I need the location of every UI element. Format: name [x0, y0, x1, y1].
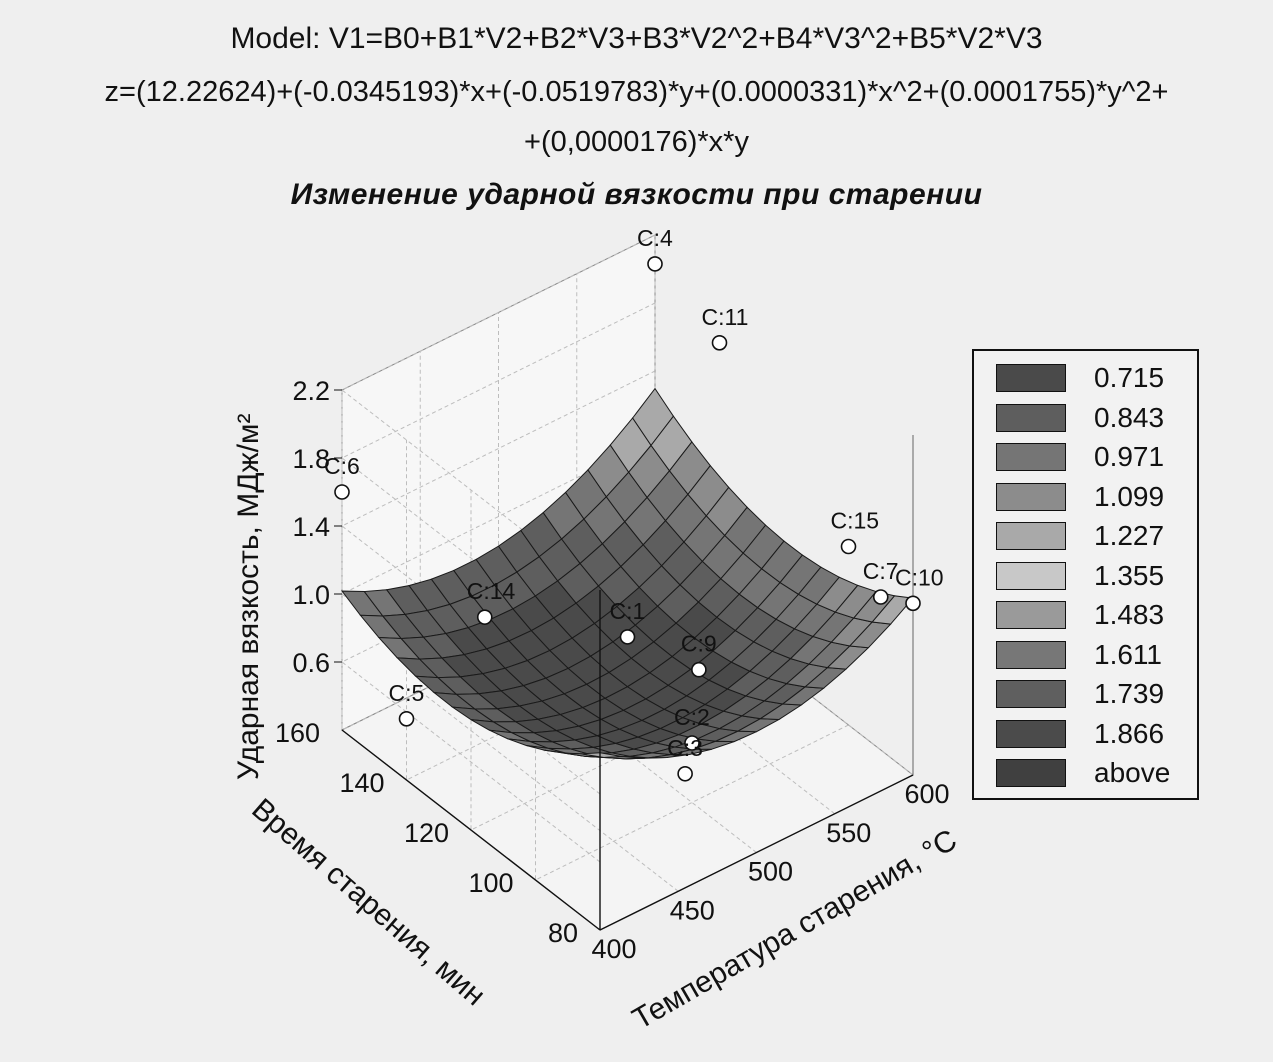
- y-gridline: [341, 390, 656, 731]
- legend-swatch: [996, 719, 1066, 748]
- data-point-label: C:1: [610, 598, 646, 624]
- surface-cell: [871, 595, 914, 625]
- data-point-label: C:5: [389, 680, 425, 706]
- legend-swatch: [996, 364, 1066, 392]
- legend-swatch: [996, 561, 1066, 590]
- z-tick-label: 1.4: [292, 512, 330, 542]
- x-gridline: [498, 312, 757, 853]
- legend-swatch: [996, 482, 1066, 511]
- legend-swatch: [996, 759, 1066, 787]
- data-point-label: C:6: [324, 453, 360, 479]
- data-point: [334, 484, 350, 500]
- z-tick-label: 0.6: [292, 648, 330, 678]
- data-point: [398, 710, 415, 727]
- z-axis-label: Ударная вязкость, МДж/м²: [232, 413, 265, 780]
- legend-entry: 1.866: [996, 717, 1186, 750]
- y-tick-label: 100: [468, 868, 513, 898]
- observed-points: C:4 C:11 C:6 C:15 C:7C:10 C:1 C:14 C:5 C:9 C:2 C:3: [324, 225, 944, 782]
- x-axis-line: [599, 774, 914, 931]
- x-tick-label: 550: [826, 818, 871, 848]
- data-point-label: C:10: [895, 564, 944, 590]
- x-tick-label: 600: [904, 779, 949, 809]
- legend-swatch: [996, 403, 1066, 432]
- x-tick-label: 500: [748, 857, 793, 887]
- legend-entry: above: [996, 757, 1186, 789]
- legend-label: 0.843: [1094, 401, 1165, 433]
- z-tick-label: 1.0: [292, 580, 330, 610]
- y-tick-label: 80: [548, 918, 578, 948]
- legend-entry: 1.739: [996, 678, 1186, 710]
- data-point-label: C:4: [637, 225, 673, 251]
- x-gridline: [654, 235, 914, 776]
- equation-line-2: +(0,0000176)*x*y: [524, 126, 749, 158]
- x-gridline: [576, 273, 836, 815]
- x-tick-label: 400: [591, 934, 636, 964]
- y-tick-label: 160: [275, 718, 320, 748]
- x-gridline: [419, 351, 679, 892]
- data-point: [711, 334, 728, 351]
- data-point: [647, 256, 663, 272]
- y-axis-line: [341, 729, 601, 931]
- legend-label: 1.739: [1094, 678, 1165, 709]
- equation-line-1: z=(12.22624)+(-0.0345193)*x+(-0.0519783)…: [104, 76, 1169, 108]
- legend-entry: 0.843: [996, 401, 1186, 434]
- data-point: [619, 629, 636, 645]
- legend-label: 1.227: [1094, 520, 1165, 551]
- response-surface: [340, 387, 914, 760]
- data-point-label: C:9: [681, 631, 717, 657]
- legend-label: 1.099: [1094, 480, 1165, 512]
- legend-entry: 0.971: [996, 441, 1186, 473]
- z-tick-label: 2.2: [292, 376, 330, 406]
- legend-label: 1.483: [1094, 599, 1165, 630]
- data-point: [691, 661, 707, 678]
- legend-swatch: [996, 680, 1066, 708]
- legend-entry: 1.227: [996, 520, 1186, 552]
- data-point: [677, 765, 693, 782]
- axes-frame: 0.6 1.0 1.4 1.8 2.2 80 100 120 140 160 400 450 500 55…: [275, 376, 950, 964]
- legend-entry: 1.099: [996, 480, 1186, 513]
- data-point-label: C:7: [863, 558, 899, 584]
- data-point: [476, 609, 493, 625]
- model-caption: Model: V1=B0+B1*V2+B2*V3+B3*V2^2+B4*V3^2…: [230, 22, 1043, 55]
- z-tick-label: 1.8: [292, 444, 330, 474]
- data-point-label: C:2: [674, 704, 710, 730]
- chart-title: Изменение ударной вязкости при старении: [290, 178, 983, 211]
- legend-entry: 0.715: [996, 362, 1186, 394]
- y-tick-label: 120: [404, 818, 449, 848]
- legend-label: 0.971: [1094, 441, 1165, 472]
- x-tick-label: 450: [670, 895, 715, 925]
- legend: 0.715 0.843 0.971 1.099 1.227 1.355 1.483 1.611…: [972, 349, 1199, 800]
- legend-swatch: [996, 640, 1066, 669]
- z-gridline: [341, 506, 656, 863]
- legend-label: 1.355: [1094, 559, 1165, 591]
- y-axis-label: Время старения, мин: [245, 792, 491, 1012]
- legend-label: 1.611: [1094, 638, 1162, 670]
- legend-label: 0.715: [1094, 362, 1165, 393]
- data-point: [684, 735, 700, 751]
- z-gridline: [341, 234, 656, 591]
- legend-swatch: [996, 601, 1066, 629]
- data-point-label: C:3: [667, 735, 703, 761]
- legend-entry: 1.483: [996, 599, 1186, 631]
- data-point: [840, 538, 857, 555]
- legend-entry: 1.611: [996, 638, 1186, 671]
- legend-swatch: [996, 443, 1066, 471]
- data-point-label: C:15: [831, 508, 880, 534]
- legend-swatch: [996, 522, 1066, 550]
- y-gridline: [406, 440, 720, 781]
- legend-entry: 1.355: [996, 559, 1186, 592]
- data-point: [905, 595, 921, 612]
- data-point-label: C:11: [702, 304, 749, 330]
- data-point-label: C:14: [467, 578, 516, 604]
- data-point: [872, 589, 889, 605]
- legend-label: 1.866: [1094, 717, 1165, 749]
- legend-label: above: [1094, 757, 1171, 788]
- y-tick-label: 140: [339, 768, 384, 798]
